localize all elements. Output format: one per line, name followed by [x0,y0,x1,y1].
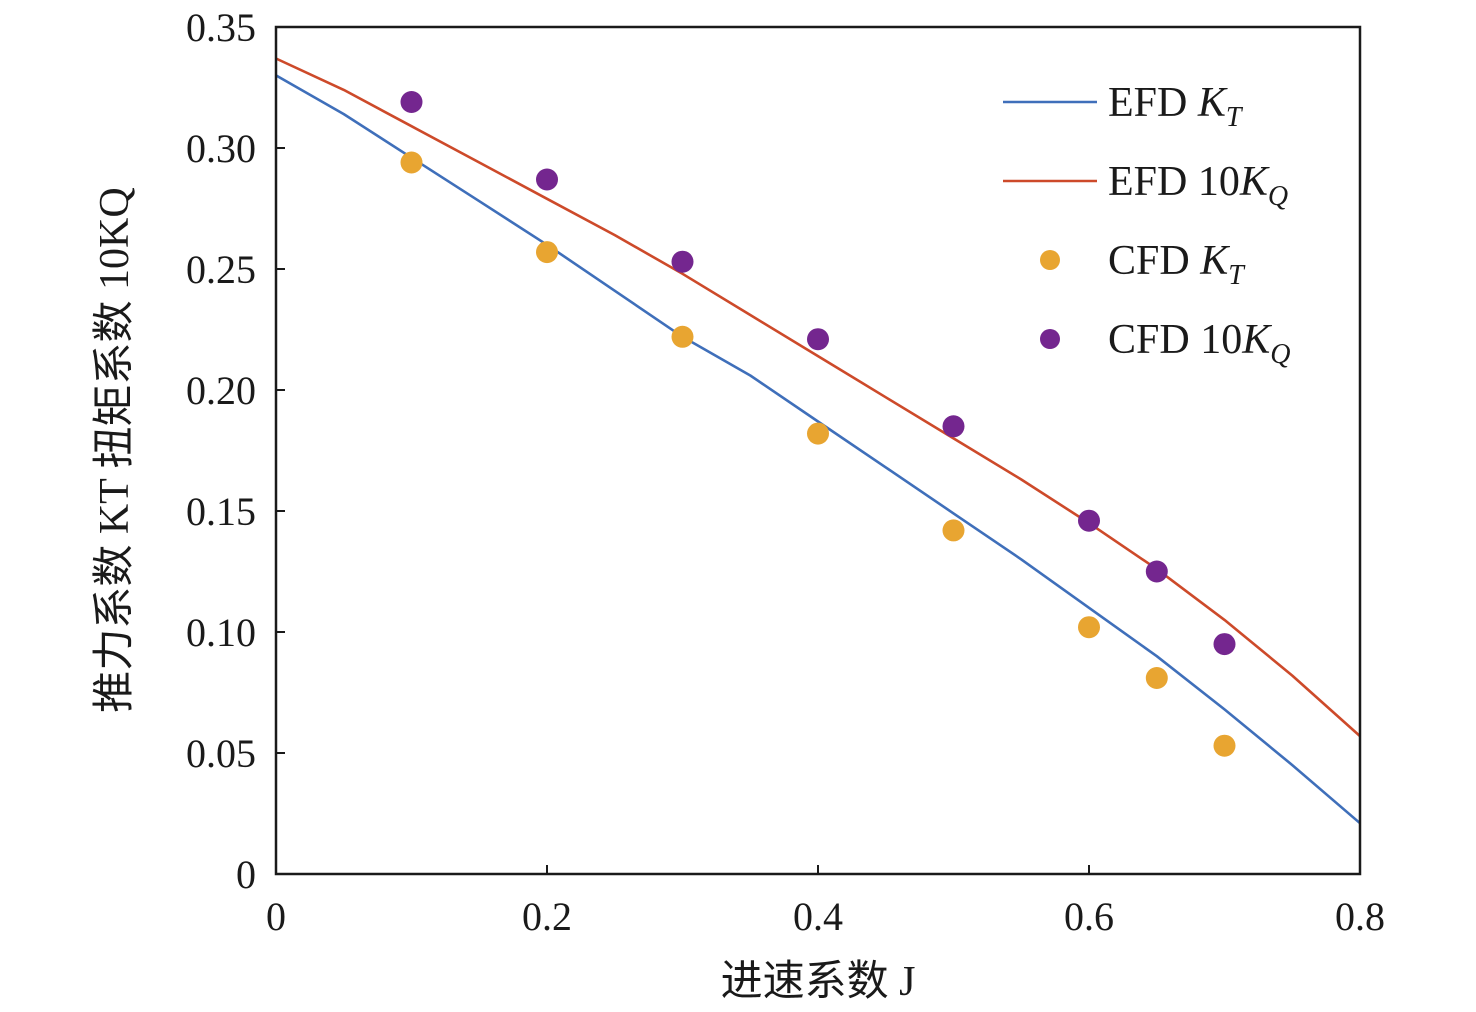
data-point-2-1 [536,241,558,264]
legend-swatch-2 [1040,250,1060,270]
data-point-2-5 [1078,616,1100,639]
legend: EFD KT EFD 10KQ CFD KT CFD 10KQ [1003,80,1290,370]
y-tick-label: 0.35 [186,5,256,50]
data-point-3-6 [1145,560,1168,583]
data-point-3-4 [942,415,965,438]
data-point-2-4 [942,519,965,542]
data-point-2-0 [400,151,423,174]
plot-frame [274,25,1362,876]
data-point-3-3 [807,328,829,351]
legend-label-0: EFD KT [1108,80,1244,133]
series-line-1 [275,57,1361,738]
data-point-3-0 [400,91,423,113]
x-tick-label: 0 [266,894,286,939]
y-tick-label: 0.25 [186,247,256,292]
x-tick-label: 0.8 [1335,894,1385,939]
legend-label-3: CFD 10KQ [1108,317,1290,370]
x-tick-label: 0.6 [1064,894,1114,939]
legend-label-1: EFD 10KQ [1108,159,1288,212]
axis-ticks: 0 0.2 0.4 0.6 0.8 0 0.05 0.10 0.15 0.20 0.25 0.30 0.… [186,5,1385,939]
data-point-2-6 [1145,667,1168,689]
y-tick-label: 0 [236,852,256,897]
y-tick-label: 0.30 [186,126,256,171]
data-point-3-1 [536,168,558,191]
data-point-2-3 [807,422,829,445]
x-axis-label: 进速系数 J [721,959,916,1005]
x-tick-label: 0.2 [522,894,572,939]
data-point-3-7 [1213,633,1236,656]
y-tick-label: 0.10 [186,610,256,655]
data-point-2-2 [671,325,694,348]
y-tick-label: 0.05 [186,731,256,776]
plot-area [275,57,1361,825]
y-axis-label: 推力系数 KT 扭矩系数 10KQ [92,187,138,712]
y-tick-label: 0.15 [186,489,256,534]
x-tick-label: 0.4 [793,894,843,939]
data-point-2-7 [1213,734,1236,757]
y-tick-label: 0.20 [186,368,256,413]
legend-label-2: CFD KT [1108,238,1246,291]
data-point-3-2 [671,250,694,273]
data-point-3-5 [1078,509,1100,532]
series-line-0 [275,74,1361,825]
legend-swatch-3 [1040,329,1060,349]
